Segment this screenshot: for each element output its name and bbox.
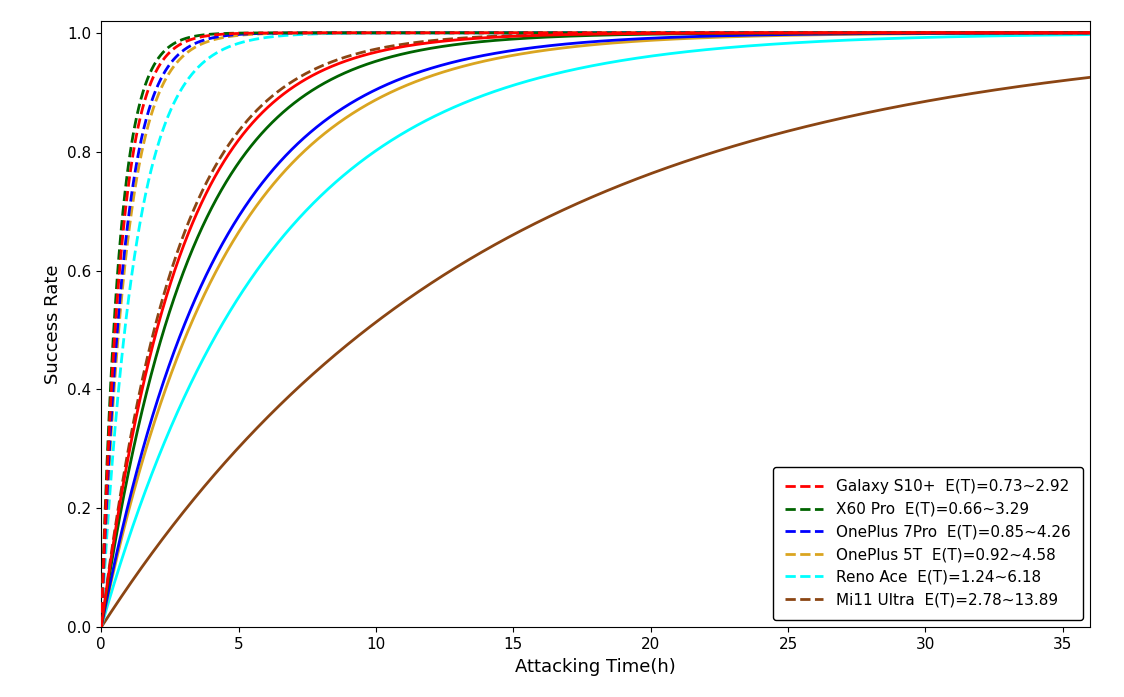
Legend: Galaxy S10+  E(T)=0.73~2.92, X60 Pro  E(T)=0.66~3.29, OnePlus 7Pro  E(T)=0.85~4.: Galaxy S10+ E(T)=0.73~2.92, X60 Pro E(T)… xyxy=(773,467,1082,620)
X-axis label: Attacking Time(h): Attacking Time(h) xyxy=(515,657,677,675)
Y-axis label: Success Rate: Success Rate xyxy=(44,264,62,384)
